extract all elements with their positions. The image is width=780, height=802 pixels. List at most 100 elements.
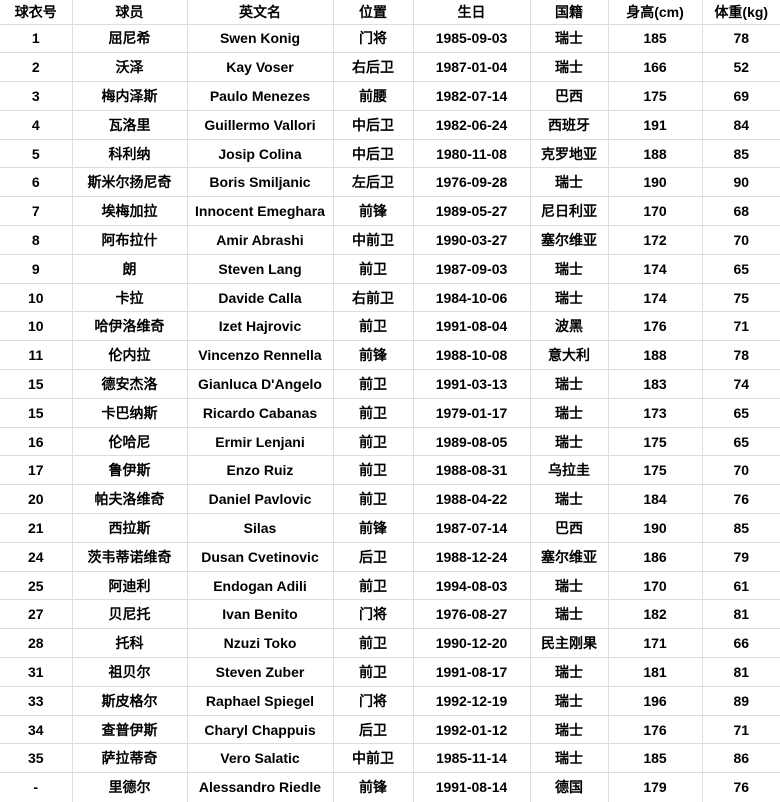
cell-position: 前卫 <box>332 253 414 284</box>
cell-position: 前卫 <box>332 369 414 399</box>
cell-jersey-number: 28 <box>0 628 73 659</box>
header-row: 球衣号 球员 英文名 位置 生日 国籍 身高(cm) 体重(kg) <box>0 0 780 25</box>
cell-nationality: 波黑 <box>529 311 609 342</box>
table-row: 9 朗 Steven Lang 前卫 1987-09-03 瑞士 174 65 <box>0 253 780 284</box>
cell-weight-kg: 78 <box>701 23 780 54</box>
cell-birthday: 1990-12-20 <box>412 628 531 659</box>
table-header: 球衣号 球员 英文名 位置 生日 国籍 身高(cm) 体重(kg) <box>0 0 780 25</box>
cell-player-name-cn: 卡拉 <box>71 282 188 313</box>
cell-height-cm: 185 <box>607 743 703 774</box>
cell-birthday: 1979-01-17 <box>412 397 531 428</box>
cell-jersey-number: 4 <box>0 109 73 140</box>
cell-position: 前卫 <box>332 426 414 457</box>
cell-english-name: Guillermo Vallori <box>186 109 334 140</box>
table-body: 1 屈尼希 Swen Konig 门将 1985-09-03 瑞士 185 78 2 沃泽 Kay … <box>0 23 780 802</box>
cell-player-name-cn: 萨拉蒂奇 <box>71 743 188 774</box>
cell-nationality: 瑞士 <box>529 426 609 457</box>
cell-position: 左后卫 <box>332 167 414 198</box>
cell-weight-kg: 65 <box>701 426 780 457</box>
cell-jersey-number: 24 <box>0 541 73 572</box>
cell-nationality: 瑞士 <box>529 282 609 313</box>
cell-height-cm: 176 <box>607 714 703 745</box>
column-header-nationality: 国籍 <box>529 0 609 25</box>
cell-english-name: Swen Konig <box>186 23 334 54</box>
cell-birthday: 1984-10-06 <box>412 282 531 313</box>
table-row: 20 帕夫洛维奇 Daniel Pavlovic 前卫 1988-04-22 瑞士 184 7… <box>0 484 780 515</box>
cell-position: 前锋 <box>332 513 414 543</box>
cell-position: 前锋 <box>332 772 414 802</box>
cell-weight-kg: 74 <box>701 369 780 399</box>
cell-jersey-number: 6 <box>0 167 73 198</box>
cell-height-cm: 188 <box>607 138 703 169</box>
cell-player-name-cn: 瓦洛里 <box>71 109 188 140</box>
cell-nationality: 意大利 <box>529 340 609 371</box>
column-header-weight-kg: 体重(kg) <box>701 0 780 25</box>
cell-birthday: 1989-05-27 <box>412 196 531 227</box>
cell-height-cm: 179 <box>607 772 703 802</box>
cell-weight-kg: 89 <box>701 685 780 716</box>
cell-player-name-cn: 伦内拉 <box>71 340 188 371</box>
cell-jersey-number: 5 <box>0 138 73 169</box>
cell-weight-kg: 71 <box>701 311 780 342</box>
cell-jersey-number: 9 <box>0 253 73 284</box>
cell-jersey-number: 21 <box>0 513 73 543</box>
cell-nationality: 塞尔维亚 <box>529 541 609 572</box>
cell-english-name: Vero Salatic <box>186 743 334 774</box>
cell-english-name: Silas <box>186 513 334 543</box>
cell-height-cm: 186 <box>607 541 703 572</box>
cell-height-cm: 173 <box>607 397 703 428</box>
cell-nationality: 瑞士 <box>529 743 609 774</box>
table-row: 35 萨拉蒂奇 Vero Salatic 中前卫 1985-11-14 瑞士 185 86 <box>0 743 780 774</box>
cell-position: 中前卫 <box>332 743 414 774</box>
cell-english-name: Nzuzi Toko <box>186 628 334 659</box>
cell-jersey-number: 15 <box>0 369 73 399</box>
cell-jersey-number: 11 <box>0 340 73 371</box>
cell-player-name-cn: 西拉斯 <box>71 513 188 543</box>
cell-nationality: 德国 <box>529 772 609 802</box>
cell-weight-kg: 81 <box>701 657 780 687</box>
cell-height-cm: 190 <box>607 167 703 198</box>
cell-english-name: Enzo Ruiz <box>186 455 334 486</box>
cell-player-name-cn: 斯皮格尔 <box>71 685 188 716</box>
cell-player-name-cn: 哈伊洛维奇 <box>71 311 188 342</box>
cell-position: 后卫 <box>332 541 414 572</box>
table-row: 6 斯米尔扬尼奇 Boris Smiljanic 左后卫 1976-09-28 瑞士 190… <box>0 167 780 198</box>
cell-height-cm: 174 <box>607 282 703 313</box>
cell-birthday: 1991-08-17 <box>412 657 531 687</box>
cell-player-name-cn: 鲁伊斯 <box>71 455 188 486</box>
cell-position: 前卫 <box>332 628 414 659</box>
cell-height-cm: 196 <box>607 685 703 716</box>
cell-birthday: 1987-07-14 <box>412 513 531 543</box>
cell-weight-kg: 65 <box>701 397 780 428</box>
cell-height-cm: 176 <box>607 311 703 342</box>
cell-english-name: Ermir Lenjani <box>186 426 334 457</box>
column-header-jersey-number: 球衣号 <box>0 0 73 25</box>
cell-position: 右前卫 <box>332 282 414 313</box>
cell-player-name-cn: 梅内泽斯 <box>71 81 188 111</box>
table-row: 33 斯皮格尔 Raphael Spiegel 门将 1992-12-19 瑞士 196 89 <box>0 685 780 716</box>
cell-jersey-number: 15 <box>0 397 73 428</box>
cell-weight-kg: 84 <box>701 109 780 140</box>
cell-player-name-cn: 帕夫洛维奇 <box>71 484 188 515</box>
column-header-birthday: 生日 <box>412 0 531 25</box>
cell-player-name-cn: 伦哈尼 <box>71 426 188 457</box>
cell-position: 门将 <box>332 685 414 716</box>
cell-nationality: 民主刚果 <box>529 628 609 659</box>
cell-weight-kg: 61 <box>701 570 780 601</box>
cell-weight-kg: 70 <box>701 225 780 255</box>
cell-english-name: Daniel Pavlovic <box>186 484 334 515</box>
cell-nationality: 瑞士 <box>529 397 609 428</box>
cell-player-name-cn: 里德尔 <box>71 772 188 802</box>
cell-birthday: 1982-07-14 <box>412 81 531 111</box>
cell-weight-kg: 69 <box>701 81 780 111</box>
cell-nationality: 瑞士 <box>529 167 609 198</box>
cell-nationality: 瑞士 <box>529 484 609 515</box>
cell-birthday: 1976-08-27 <box>412 599 531 630</box>
table-row: 4 瓦洛里 Guillermo Vallori 中后卫 1982-06-24 西班牙 191… <box>0 109 780 140</box>
cell-nationality: 瑞士 <box>529 657 609 687</box>
cell-english-name: Josip Colina <box>186 138 334 169</box>
table-row: 3 梅内泽斯 Paulo Menezes 前腰 1982-07-14 巴西 175 69 <box>0 81 780 111</box>
table-row: 10 哈伊洛维奇 Izet Hajrovic 前卫 1991-08-04 波黑 176 71 <box>0 311 780 342</box>
cell-birthday: 1990-03-27 <box>412 225 531 255</box>
